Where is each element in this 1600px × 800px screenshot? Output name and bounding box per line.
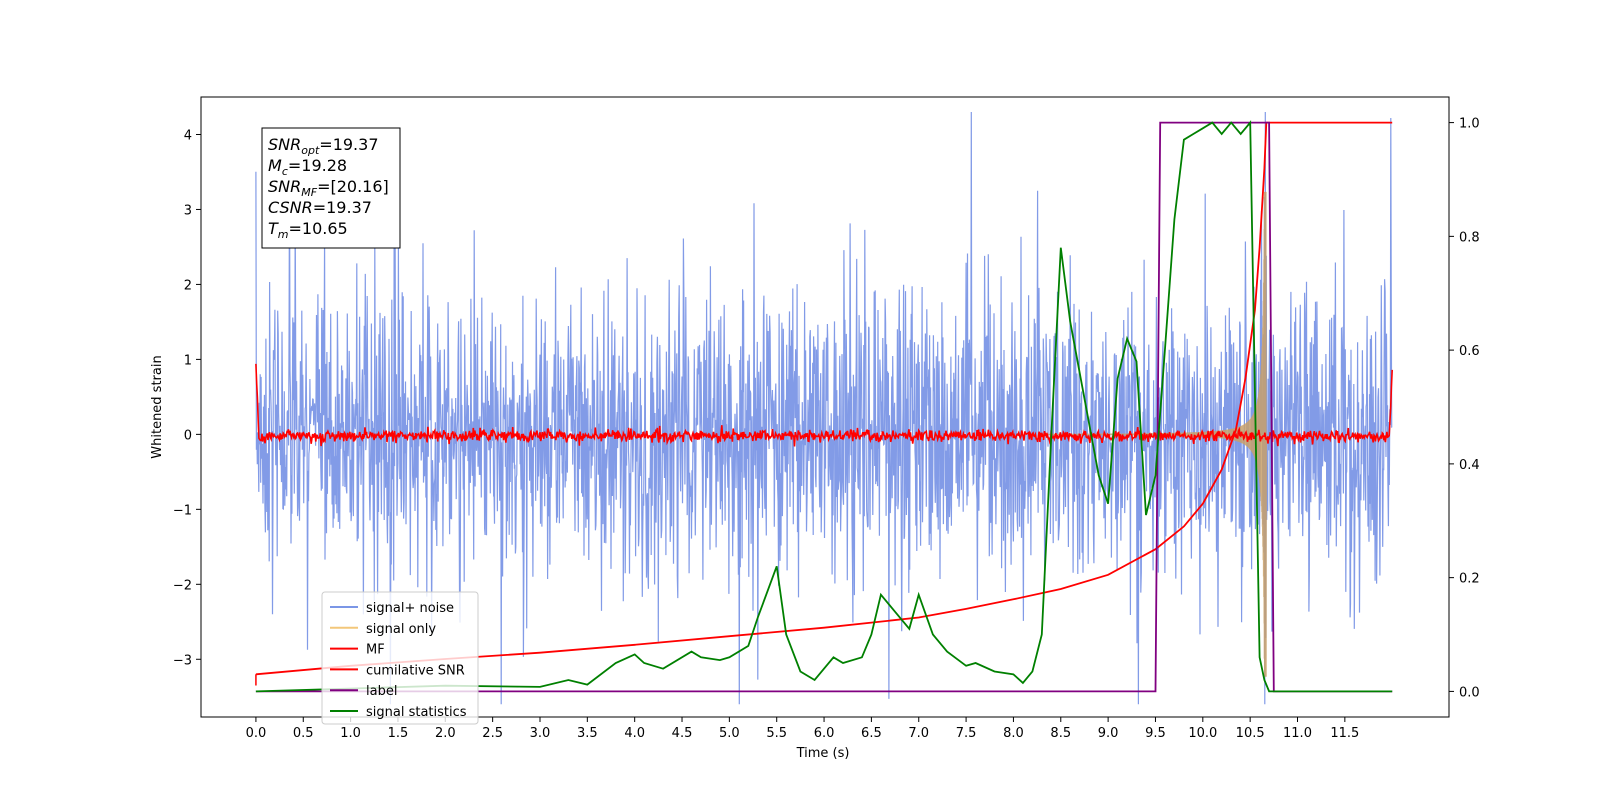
- x-tick-label: 4.0: [624, 726, 645, 741]
- legend-label: label: [366, 684, 397, 699]
- y-tick-label: −1: [173, 503, 192, 518]
- x-tick-label: 1.0: [340, 726, 361, 741]
- plot-frame: [200, 96, 1450, 718]
- y2-tick-label: 0.6: [1459, 344, 1480, 359]
- annotation-line: SNRMF=[20.16]: [268, 177, 389, 199]
- signal-noise-line: [255, 111, 1393, 705]
- y2-tick-label: 0.4: [1459, 458, 1480, 473]
- annotation-line: Mc=19.28: [268, 156, 347, 178]
- x-tick-label: 9.5: [1145, 726, 1166, 741]
- x-tick-label: 8.5: [1050, 726, 1071, 741]
- y-axis-label: Whitened strain: [150, 355, 165, 458]
- right-axis-series: [255, 120, 1393, 693]
- y-tick-label: 2: [184, 278, 192, 293]
- x-tick-label: 5.0: [719, 726, 740, 741]
- y-tick-label: −3: [173, 653, 192, 668]
- x-tick-label: 3.0: [530, 726, 551, 741]
- x-axis: 0.0 0.5 1.0 1.5 2.0 2.5 3.0 3.5 4.0 4.5 5.0 5.5 6.0 6…: [246, 717, 1359, 741]
- y-axis-left: 4 3 2 1 0 −1 −2 −3: [173, 128, 201, 668]
- legend-label: signal only: [366, 622, 436, 637]
- y2-tick-label: 0.8: [1459, 230, 1480, 245]
- legend: signal+ noise signal only MF cumilative SNR…: [321, 591, 479, 725]
- x-tick-label: 1.5: [388, 726, 409, 741]
- x-tick-label: 11.5: [1330, 726, 1359, 741]
- y-axis-right: 1.0 0.8 0.6 0.4 0.2 0.0: [1449, 117, 1480, 700]
- y-tick-label: 1: [184, 353, 192, 368]
- x-tick-label: 2.0: [435, 726, 456, 741]
- x-tick-label: 2.5: [482, 726, 503, 741]
- annotation-line: SNRopt=19.37: [268, 135, 379, 157]
- x-tick-label: 7.5: [956, 726, 977, 741]
- annotation-line: CSNR=19.37: [268, 198, 372, 217]
- legend-frame: [321, 591, 479, 725]
- x-tick-label: 3.5: [577, 726, 598, 741]
- mf-series: [255, 363, 1393, 447]
- x-tick-label: 11.0: [1283, 726, 1312, 741]
- legend-label: MF: [366, 643, 385, 658]
- mf-line: [255, 363, 1393, 447]
- y2-tick-label: 1.0: [1459, 117, 1480, 132]
- legend-label: signal+ noise: [366, 601, 454, 616]
- signal-statistics-line: [255, 120, 1393, 693]
- x-tick-label: 4.5: [672, 726, 693, 741]
- x-tick-label: 7.0: [908, 726, 929, 741]
- y2-tick-label: 0.2: [1459, 572, 1480, 587]
- y-tick-label: 0: [184, 428, 192, 443]
- annotation-line: Tm=10.65: [268, 219, 348, 241]
- y2-tick-label: 0.0: [1459, 685, 1480, 700]
- x-tick-label: 8.0: [1003, 726, 1024, 741]
- x-tick-label: 0.0: [246, 726, 267, 741]
- x-tick-label: 10.5: [1236, 726, 1265, 741]
- signal-noise-series: [255, 111, 1393, 705]
- legend-label: cumilative SNR: [366, 663, 465, 678]
- x-tick-label: 5.5: [766, 726, 787, 741]
- legend-label: signal statistics: [366, 705, 467, 720]
- x-tick-label: 6.5: [861, 726, 882, 741]
- y-tick-label: −2: [173, 578, 192, 593]
- x-tick-label: 10.0: [1188, 726, 1217, 741]
- y-tick-label: 4: [184, 128, 192, 143]
- cumilative-snr-line: [255, 121, 1393, 676]
- x-axis-label: Time (s): [796, 746, 850, 761]
- x-tick-label: 6.0: [814, 726, 835, 741]
- info-annotation-box: SNRopt=19.37Mc=19.28SNRMF=[20.16]CSNR=19…: [261, 127, 401, 249]
- x-tick-label: 9.0: [1098, 726, 1119, 741]
- y-tick-label: 3: [184, 203, 192, 218]
- x-tick-label: 0.5: [293, 726, 314, 741]
- annotation-frame: [261, 127, 401, 249]
